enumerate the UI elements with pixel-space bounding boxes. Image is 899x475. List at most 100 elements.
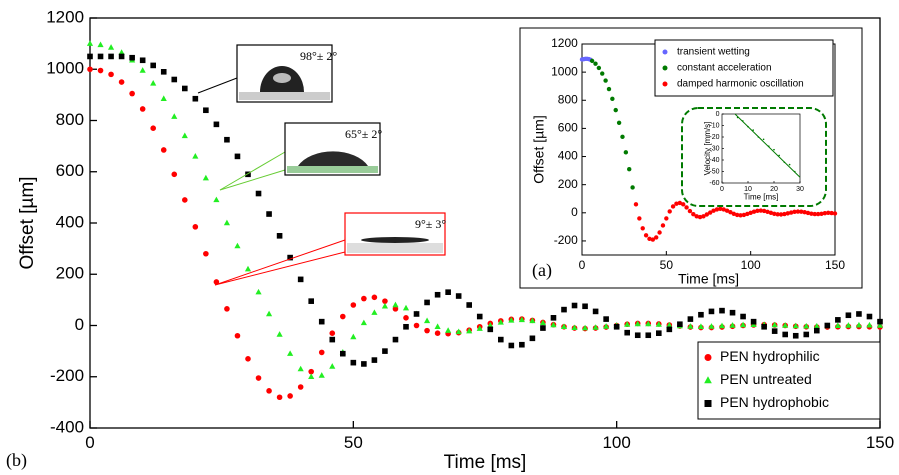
marker <box>381 302 389 309</box>
marker <box>508 317 515 323</box>
substrate <box>347 243 443 253</box>
marker <box>834 322 841 328</box>
marker <box>139 57 146 64</box>
x-tick-label: 10 <box>744 186 752 193</box>
marker <box>775 212 780 217</box>
marker <box>392 301 399 308</box>
marker <box>571 324 578 331</box>
x-tick-label: 50 <box>660 258 674 272</box>
marker <box>645 320 652 327</box>
marker <box>276 331 283 337</box>
x-tick-label: 150 <box>825 258 845 272</box>
marker <box>783 161 786 164</box>
marker <box>802 210 807 215</box>
marker <box>403 323 409 330</box>
marker <box>255 375 262 381</box>
marker <box>603 78 608 83</box>
marker <box>603 323 610 329</box>
marker <box>708 323 715 329</box>
marker <box>704 376 712 384</box>
marker <box>792 322 799 329</box>
marker <box>529 317 536 324</box>
marker <box>616 120 622 125</box>
marker <box>129 54 135 61</box>
marker <box>666 326 673 333</box>
marker <box>224 306 230 312</box>
marker <box>87 66 93 73</box>
marker <box>698 311 704 318</box>
marker <box>824 322 831 329</box>
y-tick-label: 800 <box>558 92 578 106</box>
legend-label: damped harmonic oscillation <box>677 79 804 90</box>
marker <box>361 295 367 302</box>
marker <box>592 308 599 315</box>
marker <box>108 71 114 78</box>
marker <box>213 121 220 128</box>
marker <box>761 323 767 330</box>
droplet <box>361 237 429 243</box>
marker <box>697 323 705 330</box>
marker <box>150 62 156 69</box>
x-axis-title: Time [ms] <box>744 192 779 201</box>
marker <box>782 211 787 217</box>
marker <box>266 388 272 394</box>
marker <box>540 325 546 331</box>
leader-line <box>214 251 346 286</box>
marker <box>350 302 357 308</box>
marker <box>765 209 770 215</box>
marker <box>203 107 209 114</box>
marker <box>694 214 699 219</box>
marker <box>403 315 409 321</box>
marker <box>799 209 804 214</box>
marker <box>627 166 632 172</box>
marker <box>728 210 733 215</box>
marker <box>751 209 757 214</box>
leader-line <box>214 239 346 286</box>
marker <box>596 65 602 71</box>
marker <box>667 209 672 214</box>
legend-label: PEN hydrophilic <box>720 348 820 364</box>
marker <box>434 330 441 336</box>
marker <box>795 209 801 214</box>
marker <box>487 326 494 333</box>
legend-box <box>654 39 834 97</box>
marker <box>213 196 220 203</box>
marker <box>771 321 778 328</box>
marker <box>670 204 676 209</box>
marker <box>255 190 262 197</box>
marker <box>645 332 652 339</box>
marker <box>724 208 730 213</box>
marker <box>97 41 104 48</box>
marker <box>245 356 251 362</box>
y-tick-label: -200 <box>554 233 578 247</box>
marker <box>845 322 852 328</box>
marker <box>633 202 639 207</box>
marker <box>108 53 114 60</box>
marker <box>729 322 736 328</box>
marker <box>739 321 747 328</box>
marker <box>392 336 399 343</box>
marker <box>729 309 736 316</box>
marker <box>160 69 167 75</box>
x-tick-label: 100 <box>602 433 630 452</box>
marker <box>171 76 178 83</box>
marker <box>487 322 494 328</box>
marker <box>392 306 399 312</box>
marker <box>721 207 726 212</box>
marker <box>610 96 615 102</box>
marker <box>656 330 662 336</box>
marker <box>445 327 452 333</box>
y-tick-label: 200 <box>558 177 578 191</box>
y-axis-title: Velocity [mm/s] <box>703 122 712 176</box>
marker <box>835 317 841 323</box>
marker <box>674 201 679 206</box>
marker <box>561 306 567 313</box>
y-tick-label: 800 <box>56 110 84 129</box>
marker <box>266 211 272 217</box>
marker <box>762 138 765 141</box>
y-tick-label: 1000 <box>551 64 578 78</box>
marker <box>97 53 104 60</box>
marker <box>772 211 777 216</box>
marker <box>139 106 146 112</box>
legend-label: constant acceleration <box>677 63 772 74</box>
